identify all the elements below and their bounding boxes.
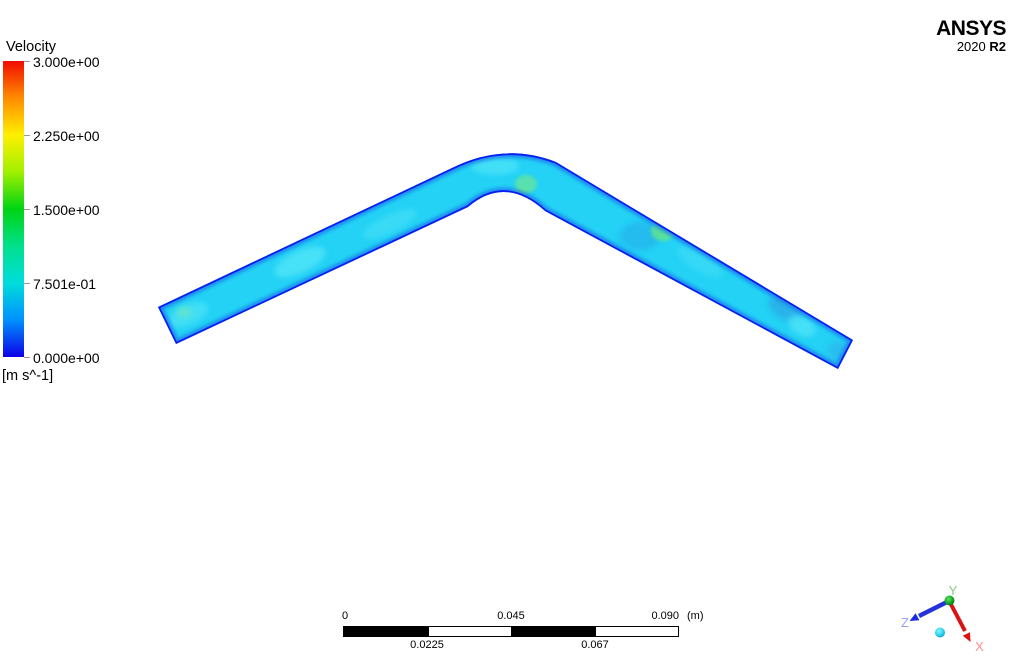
tick-mark — [24, 61, 30, 62]
orientation-triad[interactable]: Y Z X — [895, 580, 1000, 662]
velocity-legend: Velocity 3.000e+00 2.250e+00 1.500e+00 7… — [0, 36, 140, 396]
ruler-unit-label: (m) — [687, 610, 704, 622]
ruler-label-mid: 0.045 — [497, 610, 525, 622]
ansys-brand-text: ANSYS — [936, 17, 1006, 40]
ansys-logo: ANSYS 2020 R2 — [936, 17, 1006, 54]
triad-x-arrowhead[interactable] — [962, 632, 971, 642]
colorbar[interactable] — [3, 61, 24, 357]
scale-ruler: 0 0.045 0.090 (m) 0.0225 0.067 — [331, 610, 711, 654]
triad-x-label[interactable]: X — [975, 639, 984, 654]
ruler-label-quarter: 0.0225 — [410, 639, 444, 651]
legend-tick: 1.500e+00 — [24, 202, 134, 218]
legend-tick: 2.250e+00 — [24, 128, 134, 144]
bent-duct-contour[interactable] — [140, 140, 870, 380]
version-release: R2 — [989, 39, 1006, 54]
tick-mark — [24, 135, 30, 136]
triad-x-axis[interactable] — [948, 601, 967, 632]
version-year: 2020 — [956, 39, 986, 54]
legend-tick-label: 1.500e+00 — [33, 201, 100, 218]
ruler-label-threequarter: 0.067 — [581, 639, 609, 651]
triad-iso-sphere[interactable] — [935, 627, 945, 638]
legend-tick: 7.501e-01 — [24, 276, 134, 292]
viewport-model-canvas[interactable] — [140, 140, 870, 380]
ruler-segment — [344, 627, 428, 636]
ruler-label-0: 0 — [342, 610, 349, 622]
triad-z-axis[interactable] — [917, 599, 950, 619]
legend-tick-label: 0.000e+00 — [33, 349, 100, 366]
ruler-label-max: 0.090 — [651, 610, 679, 622]
ruler-segment — [511, 627, 595, 636]
ruler-bar — [343, 626, 679, 637]
ruler-segment — [427, 627, 511, 636]
ansys-version-text: 2020 R2 — [936, 40, 1006, 53]
triad-origin-sphere[interactable] — [944, 595, 955, 606]
legend-title: Velocity — [6, 39, 56, 55]
legend-tick: 3.000e+00 — [24, 54, 134, 70]
legend-units: [m s^-1] — [2, 368, 54, 384]
legend-tick-label: 3.000e+00 — [33, 53, 100, 70]
legend-tick-label: 2.250e+00 — [33, 127, 100, 144]
tick-mark — [24, 283, 30, 284]
triad-y-label[interactable]: Y — [949, 583, 958, 598]
tick-mark — [24, 209, 30, 210]
legend-tick: 0.000e+00 — [24, 350, 134, 366]
triad-z-arrowhead[interactable] — [909, 613, 920, 621]
legend-tick-label: 7.501e-01 — [33, 275, 97, 292]
triad-z-label[interactable]: Z — [901, 615, 909, 630]
ruler-segment — [594, 627, 678, 636]
tick-mark — [24, 357, 30, 358]
